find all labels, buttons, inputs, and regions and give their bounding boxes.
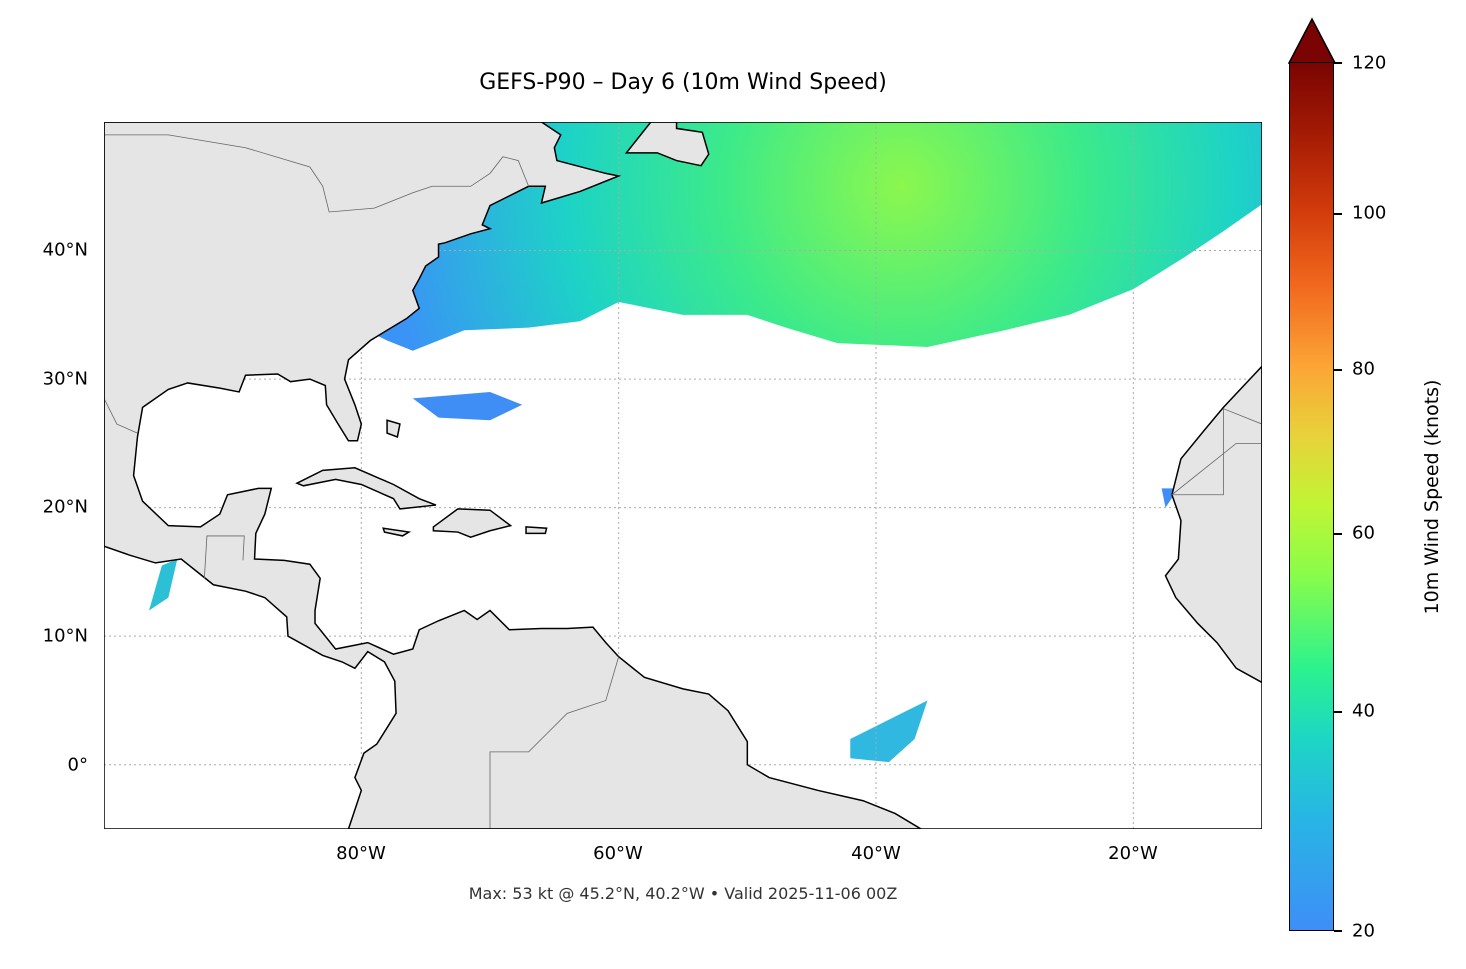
map-axes xyxy=(104,122,1262,829)
land-cuba xyxy=(297,468,436,509)
border-us-mexico xyxy=(104,398,137,433)
land-hispaniola xyxy=(433,509,510,537)
lon-label: 80°W xyxy=(336,843,386,864)
colorbar-tick xyxy=(1334,711,1342,713)
colorbar-tick xyxy=(1334,930,1342,932)
lat-label: 20°N xyxy=(42,496,88,518)
land xyxy=(104,122,1262,829)
colorbar-tick-label: 60 xyxy=(1352,522,1375,544)
lat-label: 10°N xyxy=(42,625,88,647)
land-americas xyxy=(104,122,921,829)
borders xyxy=(104,135,1262,829)
colorbar-tick-label: 20 xyxy=(1352,920,1375,942)
colorbar-tick-label: 100 xyxy=(1352,202,1387,224)
wind-field-brazil xyxy=(850,700,928,763)
lat-label: 40°N xyxy=(42,239,88,261)
land-bahamas xyxy=(387,420,400,437)
land-newfoundland xyxy=(626,122,708,166)
colorbar-tick xyxy=(1334,62,1342,64)
colorbar-tick xyxy=(1334,369,1342,371)
wind-field-bahamas xyxy=(412,391,523,421)
land-jamaica xyxy=(383,528,409,536)
colorbar-label: 10m Wind Speed (knots) xyxy=(1421,379,1443,615)
lon-label: 60°W xyxy=(593,843,643,864)
border-brazil xyxy=(490,657,619,829)
colorbar-tick xyxy=(1334,213,1342,215)
lon-label: 20°W xyxy=(1108,843,1158,864)
lat-label: 30°N xyxy=(42,368,88,390)
colorbar-tick-label: 120 xyxy=(1352,52,1387,74)
land-puerto-rico xyxy=(526,527,547,533)
border-guatemala xyxy=(204,536,244,578)
border-us-canada xyxy=(104,135,529,212)
border-africa xyxy=(1172,409,1262,495)
max-info-footer: Max: 53 kt @ 45.2°N, 40.2°W • Valid 2025… xyxy=(468,884,898,903)
colorbar-extend-arrow xyxy=(1288,17,1336,64)
lon-label: 40°W xyxy=(851,843,901,864)
wind-field-honduras xyxy=(149,559,178,611)
colorbar-tick-label: 80 xyxy=(1352,358,1375,380)
colorbar-tick xyxy=(1334,533,1342,535)
colorbar xyxy=(1289,62,1334,931)
land-africa xyxy=(1166,366,1262,682)
colorbar-tick-label: 40 xyxy=(1352,700,1375,722)
lat-label: 0° xyxy=(67,754,88,776)
map-title: GEFS-P90 – Day 6 (10m Wind Speed) xyxy=(479,70,887,95)
